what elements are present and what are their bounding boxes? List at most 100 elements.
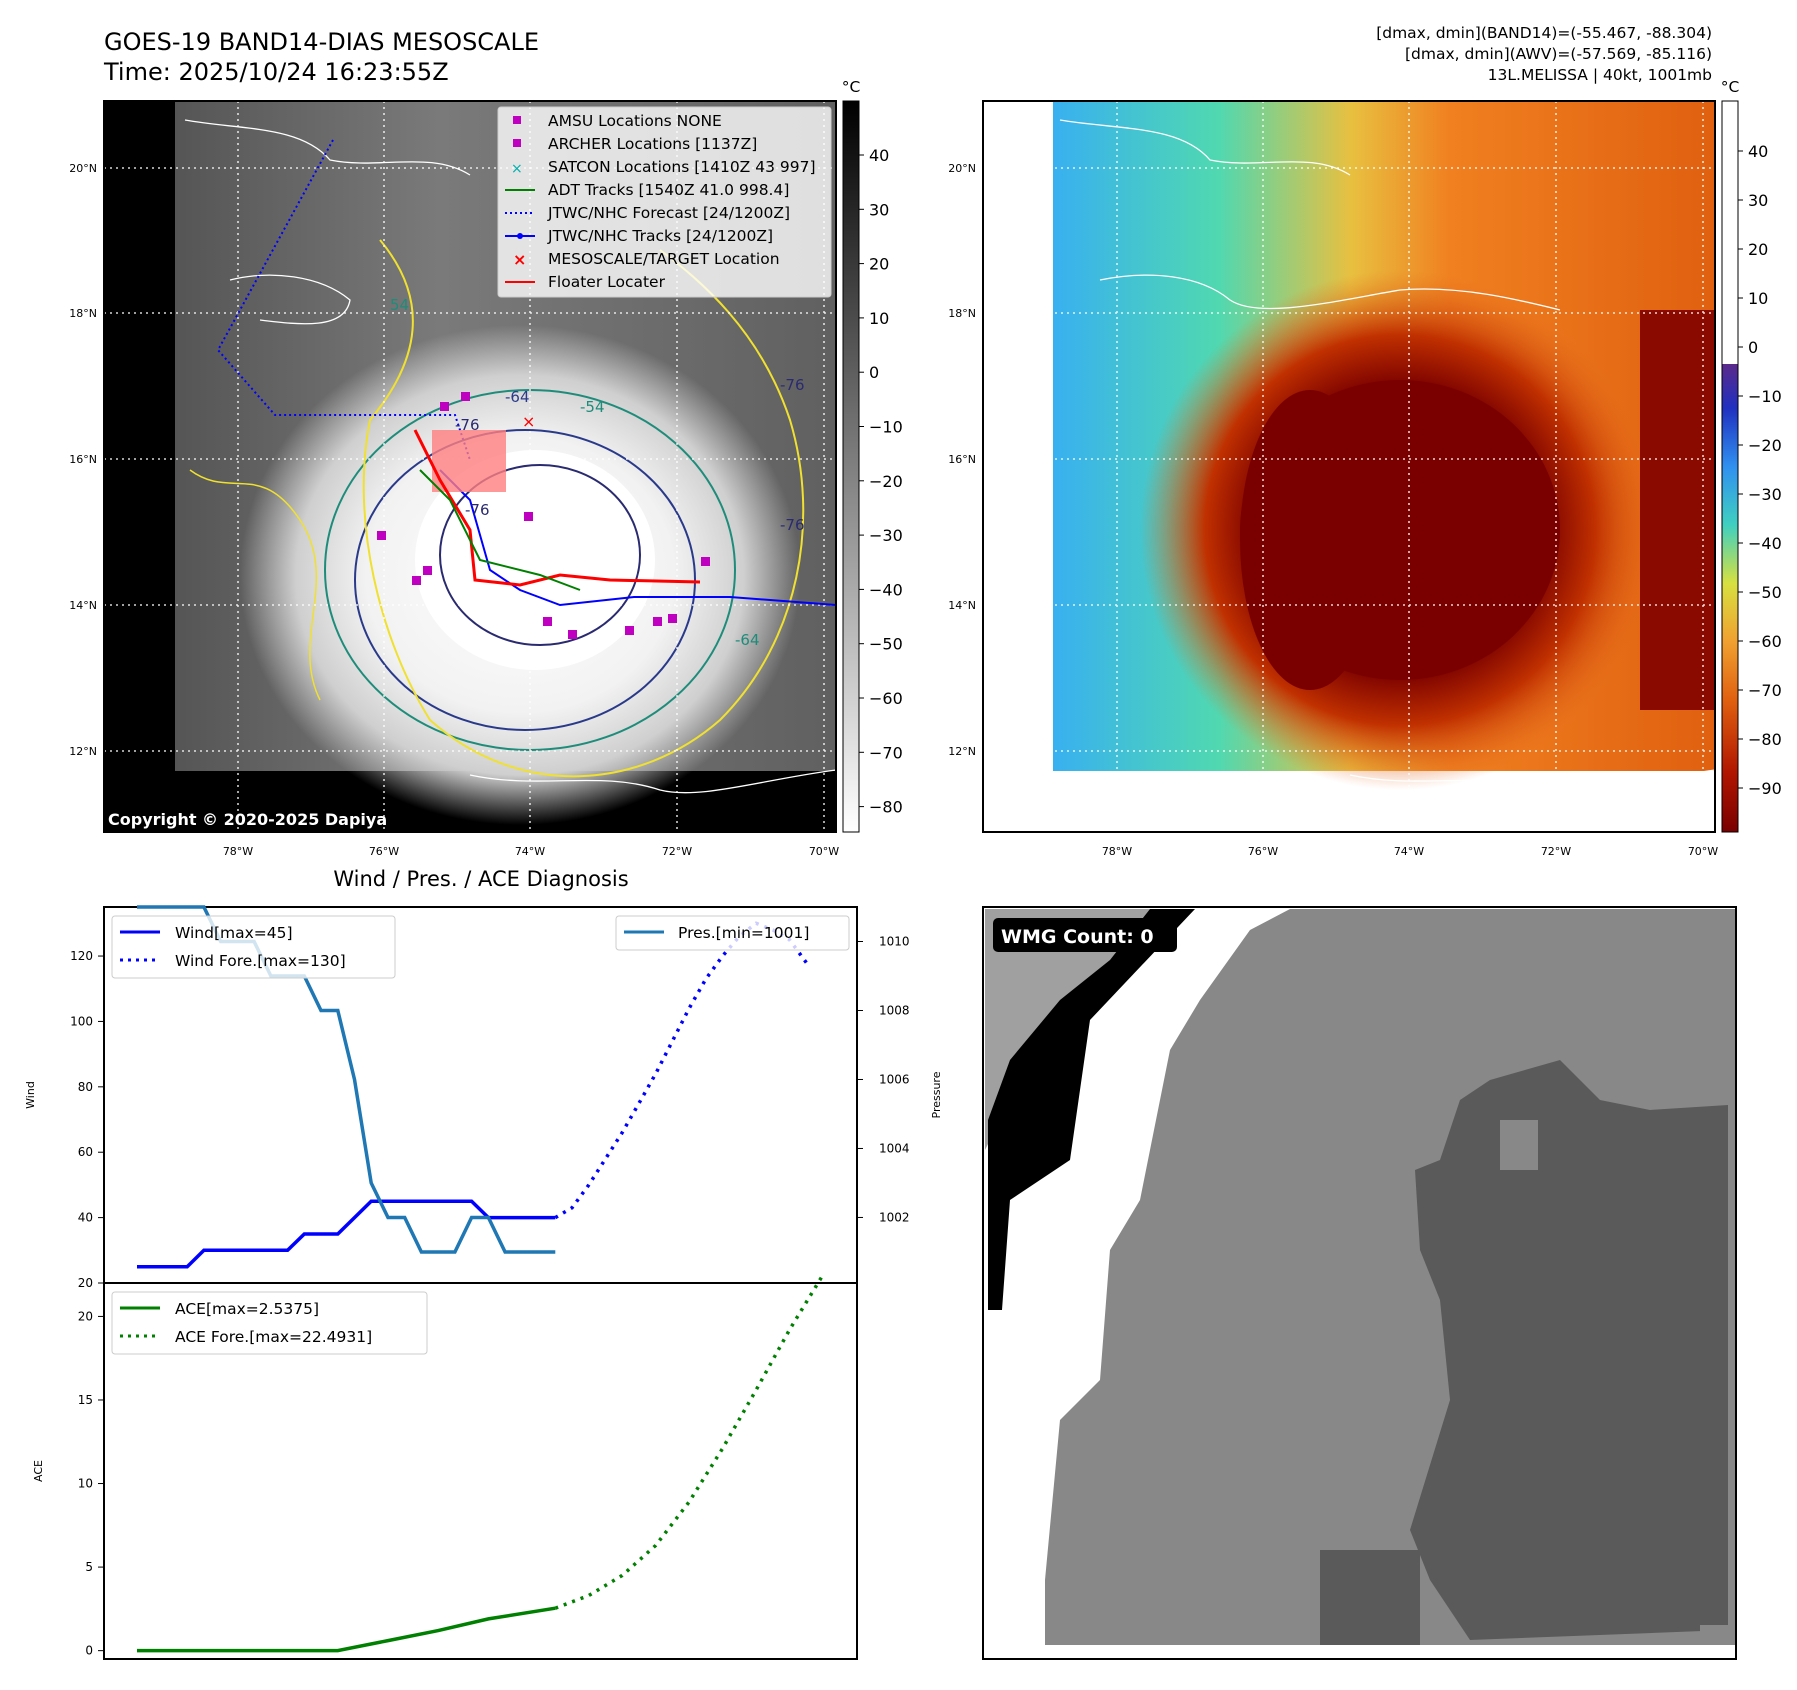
wmg-count: WMG Count: 0	[1001, 926, 1154, 948]
awv-lat-label: 12°N	[948, 745, 976, 758]
awv-lat-label: 16°N	[948, 453, 976, 466]
ir-contour-label: -54	[580, 398, 605, 416]
awv-storm-west	[1240, 390, 1380, 690]
ir-contour-label: -76	[780, 376, 805, 394]
ir-lon-label: 72°W	[662, 845, 692, 858]
ir-contour-label: -76	[465, 501, 490, 519]
wind-ytick-label: 80	[78, 1080, 93, 1094]
awv-colorbar: °C 40 30 20 10 0 −10 −20 −30 −40 −50 −60 −70 −80 −90	[1721, 78, 1782, 833]
pressure-ylabel: Pressure	[930, 1071, 943, 1118]
legend-tracks: JTWC/NHC Tracks [24/1200Z]	[547, 227, 773, 245]
wmg-region-darkgray	[1410, 1060, 1728, 1640]
ir-colorbar-label: 10	[869, 309, 889, 328]
awv-colorbar-label: −30	[1748, 485, 1782, 504]
legend-archer-marker	[513, 139, 521, 147]
wind-ytick-label: 20	[78, 1276, 93, 1290]
awv-coast-southamerica	[1349, 769, 1715, 794]
awv-gridlines	[983, 101, 1715, 832]
ir-storm-core	[415, 450, 655, 670]
wmg-patch	[1320, 1550, 1420, 1645]
legend-adt: ADT Tracks [1540Z 41.0 998.4]	[548, 181, 789, 199]
series-wind	[137, 1199, 556, 1269]
pressure-ytick-label: 1008	[879, 1003, 910, 1017]
awv-map-panel: 20°N 18°N 16°N 14°N 12°N 78°W 76°W 74°W …	[948, 100, 1718, 858]
awv-east-band	[1640, 310, 1715, 710]
ir-lat-label: 14°N	[69, 599, 97, 612]
awv-lon-label: 72°W	[1541, 845, 1571, 858]
legend-target: MESOSCALE/TARGET Location	[548, 250, 780, 268]
ir-archer-markers	[377, 392, 710, 639]
ace-ytick-label: 10	[78, 1477, 93, 1491]
ace-ytick-label: 0	[85, 1644, 93, 1658]
legend-amsu: AMSU Locations NONE	[548, 112, 722, 130]
ace-ytick-label: 5	[85, 1560, 93, 1574]
wind-ytick-label: 100	[70, 1014, 93, 1028]
pressure-ytick-label: 1002	[879, 1210, 910, 1224]
awv-lat-label: 20°N	[948, 162, 976, 175]
wmg-panel: WMG Count: 0	[982, 906, 1737, 1660]
wmg-frame	[982, 906, 1737, 1660]
ace-ytick-label: 15	[78, 1393, 93, 1407]
ir-colorbar-label: −60	[869, 689, 903, 708]
ir-lat-label: 18°N	[69, 307, 97, 320]
wind-pressure-chart: Wind Pressure 20 40 60 80 100 120 1002 1004 1006…	[24, 905, 943, 1290]
wmg-patch	[1500, 1120, 1538, 1170]
ir-lon-label: 70°W	[809, 845, 839, 858]
legend-amsu-marker	[513, 116, 521, 124]
ir-contour-label: -76	[455, 416, 480, 434]
legend-floater: Floater Locater	[548, 273, 666, 291]
awv-coast-hispaniola	[1099, 274, 1561, 311]
awv-colorbar-label: −50	[1748, 583, 1782, 602]
ir-contour-label: -76	[780, 516, 805, 534]
legend-acefore: ACE Fore.[max=22.4931]	[175, 1328, 372, 1346]
legend-pres: Pres.[min=1001]	[678, 924, 809, 942]
ir-colorbar-bar	[842, 100, 860, 833]
ir-jtwc-track	[439, 469, 836, 607]
ir-coast-southamerica	[469, 769, 836, 794]
legend-windfore: Wind Fore.[max=130]	[175, 952, 346, 970]
awv-colorbar-label: −80	[1748, 730, 1782, 749]
ir-floater-track	[413, 429, 701, 587]
ir-colorbar-label: −10	[869, 418, 903, 437]
ir-contour-label: 54	[390, 296, 409, 314]
info-band14: [dmax, dmin](BAND14)=(-55.467, -88.304)	[1376, 24, 1712, 42]
ir-colorbar-label: −80	[869, 798, 903, 817]
ir-colorbar: °C 40 30 20 10 0 −10 −20 −30 −40 −50 −60 −70 −80	[842, 78, 903, 833]
ace-ylabel: ACE	[32, 1460, 45, 1482]
series-ace	[137, 1606, 556, 1653]
wmg-region-lightgray	[985, 909, 1175, 1150]
legend-tracks-dot	[517, 233, 523, 239]
ir-colorbar-label: 20	[869, 255, 889, 274]
awv-lon-label: 70°W	[1688, 845, 1718, 858]
legend-wind: Wind[max=45]	[175, 924, 293, 942]
ir-colorbar-label: −40	[869, 580, 903, 599]
awv-colorbar-unit: °C	[1721, 78, 1740, 96]
ir-colorbar-label: 40	[869, 146, 889, 165]
ir-contour-64	[354, 429, 696, 731]
info-storm: 13L.MELISSA | 40kt, 1001mb	[1488, 66, 1712, 84]
ir-colorbar-label: −20	[869, 472, 903, 491]
diagnosis-title: Wind / Pres. / ACE Diagnosis	[333, 867, 628, 891]
ir-colorbar-unit: °C	[842, 78, 861, 96]
awv-coast-cuba	[1059, 119, 1351, 176]
legend-forecast: JTWC/NHC Forecast [24/1200Z]	[547, 204, 790, 222]
pressure-ytick-label: 1004	[879, 1141, 910, 1155]
figure-title: GOES-19 BAND14-DIAS MESOSCALE	[104, 28, 539, 56]
awv-colorbar-label: −70	[1748, 681, 1782, 700]
awv-colorbar-label: −90	[1748, 779, 1782, 798]
ir-colorbar-label: −50	[869, 635, 903, 654]
wmg-region-black	[988, 909, 1195, 1310]
copyright: Copyright © 2020-2025 Dapiya	[108, 810, 387, 829]
ir-legend: AMSU Locations NONE ARCHER Locations [11…	[497, 106, 832, 298]
ir-colorbar-label: −30	[869, 526, 903, 545]
legend-satcon-marker: ×	[511, 161, 523, 177]
awv-colorbar-label: 10	[1748, 289, 1768, 308]
ir-lon-label: 78°W	[223, 845, 253, 858]
wmg-label-box	[993, 918, 1177, 952]
awv-colorbar-label: −20	[1748, 436, 1782, 455]
awv-colorbar-label: 40	[1748, 142, 1768, 161]
awv-colorbar-label: −40	[1748, 534, 1782, 553]
wind-ytick-label: 40	[78, 1211, 93, 1225]
figure-time: Time: 2025/10/24 16:23:55Z	[103, 58, 449, 86]
